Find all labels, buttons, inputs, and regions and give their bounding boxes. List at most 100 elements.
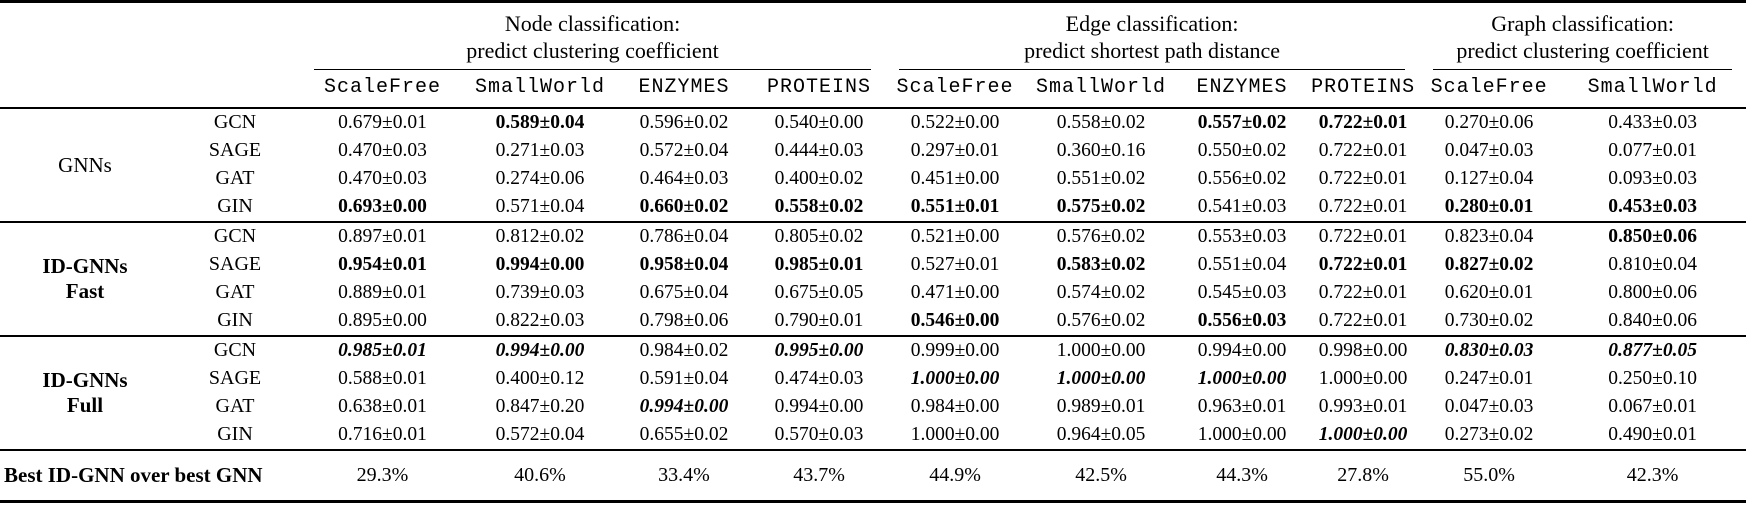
row-group-label: GNNs <box>0 108 170 222</box>
value-cell: 0.722±0.01 <box>1318 167 1408 189</box>
value-cell: 0.558±0.02 <box>1056 111 1146 133</box>
value-cell: 0.985±0.01 <box>300 335 465 365</box>
value-cell: 0.556±0.02 <box>1197 167 1287 189</box>
value-cell: 0.693±0.00 <box>338 195 427 217</box>
value-cell: 0.527±0.01 <box>910 253 1000 275</box>
value-cell: 0.722±0.01 <box>1318 253 1408 275</box>
value-cell: 0.722±0.01 <box>1318 111 1408 133</box>
dataset-header: SmallWorld <box>1559 70 1746 109</box>
dataset-header: ScaleFree <box>1419 70 1560 109</box>
model-label: GAT <box>215 395 255 417</box>
value-cell: 0.551±0.01 <box>910 195 1000 217</box>
value-cell: 0.574±0.02 <box>1056 281 1146 303</box>
value-cell: 0.655±0.02 <box>639 423 729 445</box>
table-row: ID-GNNs Full GCN 0.985±0.01 0.994±0.00 0.984±… <box>0 335 1746 450</box>
value-cell: 1.000±0.00 <box>1318 367 1408 389</box>
value-cell: 0.722±0.01 <box>1318 139 1408 161</box>
value-cell: 0.994±0.00 <box>495 253 585 275</box>
value-cell: 0.576±0.02 <box>1025 221 1178 251</box>
value-cell: 0.551±0.04 <box>1197 253 1287 275</box>
summary-value: 42.3% <box>1559 449 1746 503</box>
value-cell: 0.551±0.02 <box>1056 167 1146 189</box>
value-cell: 1.000±0.00 <box>910 367 1000 389</box>
value-cell: 0.958±0.04 <box>639 253 729 275</box>
value-cell: 0.850±0.06 <box>1559 221 1746 251</box>
value-cell: 0.877±0.05 <box>1559 335 1746 365</box>
value-cell: 0.994±0.00 <box>774 395 864 417</box>
group-label-line: ID-GNNs <box>42 254 128 278</box>
value-cell: 1.000±0.00 <box>1197 367 1287 389</box>
value-cell: 0.812±0.02 <box>465 221 615 251</box>
dataset-header: ScaleFree <box>885 70 1026 109</box>
value-cell: 0.474±0.03 <box>774 367 864 389</box>
value-cell: 0.810±0.04 <box>1608 253 1697 275</box>
value-cell: 0.400±0.12 <box>495 367 585 389</box>
value-cell: 0.271±0.03 <box>495 139 585 161</box>
value-cell: 0.716±0.01 <box>338 423 427 445</box>
title-line: Edge classification: <box>1065 11 1239 36</box>
table-row: SAGE 0.588±0.01 0.400±0.12 0.591±0.04 0.474±… <box>0 365 1746 393</box>
summary-value: 27.8% <box>1307 449 1420 503</box>
value-cell: 0.522±0.00 <box>910 111 1000 133</box>
value-cell: 0.250±0.10 <box>1608 367 1697 389</box>
value-cell: 0.047±0.03 <box>1444 139 1534 161</box>
dataset-header: ScaleFree <box>300 70 465 109</box>
value-cell: 0.994±0.00 <box>465 335 615 365</box>
value-cell: 0.889±0.01 <box>338 281 427 303</box>
value-cell: 0.576±0.02 <box>1056 309 1146 331</box>
value-cell: 0.570±0.03 <box>774 423 864 445</box>
summary-value: 55.0% <box>1419 449 1560 503</box>
value-cell: 0.722±0.01 <box>1318 309 1408 331</box>
value-cell: 0.546±0.00 <box>910 309 1000 331</box>
model-label: SAGE <box>208 253 262 275</box>
value-cell: 0.470±0.03 <box>338 139 427 161</box>
model-label: SAGE <box>208 367 262 389</box>
summary-value: 44.3% <box>1177 449 1308 503</box>
model-label: GCN <box>170 221 300 251</box>
summary-value: 29.3% <box>300 449 465 503</box>
title-line: predict clustering coefficient <box>1456 38 1709 63</box>
value-cell: 0.433±0.03 <box>1608 111 1697 133</box>
value-cell: 0.521±0.00 <box>885 221 1026 251</box>
value-cell: 0.963±0.01 <box>1197 395 1287 417</box>
value-cell: 0.556±0.03 <box>1197 309 1287 331</box>
title-line: Node classification: <box>504 11 681 36</box>
value-cell: 0.453±0.03 <box>1608 195 1697 217</box>
row-group-label: ID-GNNs Full <box>0 335 170 450</box>
model-label: GIN <box>217 195 253 217</box>
value-cell: 0.280±0.01 <box>1444 195 1534 217</box>
column-group-title: Edge classification: predict shortest pat… <box>899 3 1406 70</box>
value-cell: 0.994±0.00 <box>1177 335 1308 365</box>
column-group-header: Graph classification: predict clustering … <box>1419 2 1746 70</box>
column-group-row: Node classification: predict clustering c… <box>0 2 1746 71</box>
value-cell: 0.575±0.02 <box>1056 195 1146 217</box>
dataset-header: ENZYMES <box>615 70 753 109</box>
value-cell: 0.999±0.00 <box>885 335 1026 365</box>
summary-value: 43.7% <box>753 449 886 503</box>
value-cell: 0.247±0.01 <box>1444 367 1534 389</box>
model-label: GIN <box>217 309 253 331</box>
value-cell: 0.471±0.00 <box>910 281 1000 303</box>
table-row: GIN 0.693±0.00 0.571±0.04 0.660±0.02 0.558±0… <box>0 193 1746 222</box>
value-cell: 1.000±0.00 <box>1318 423 1408 445</box>
value-cell: 0.572±0.04 <box>495 423 585 445</box>
table-row: SAGE 0.470±0.03 0.271±0.03 0.572±0.04 0.444±… <box>0 137 1746 165</box>
value-cell: 0.679±0.01 <box>338 111 427 133</box>
table-row: ID-GNNs Fast GCN 0.897±0.01 0.812±0.02 0.786±… <box>0 221 1746 336</box>
value-cell: 0.995±0.00 <box>753 335 886 365</box>
value-cell: 0.591±0.04 <box>639 367 729 389</box>
value-cell: 0.451±0.00 <box>910 167 1000 189</box>
table-row: GIN 0.895±0.00 0.822±0.03 0.798±0.06 0.790±0… <box>0 307 1746 336</box>
value-cell: 0.798±0.06 <box>639 309 729 331</box>
value-cell: 0.827±0.02 <box>1444 253 1534 275</box>
value-cell: 0.998±0.00 <box>1307 335 1420 365</box>
group-label-line: Fast <box>65 279 105 303</box>
dataset-header: PROTEINS <box>1307 70 1420 109</box>
column-group-header: Node classification: predict clustering c… <box>300 2 885 70</box>
summary-label: Best ID-GNN over best GNN <box>0 449 300 503</box>
value-cell: 1.000±0.00 <box>1025 335 1178 365</box>
header-spacer <box>0 2 300 71</box>
value-cell: 0.067±0.01 <box>1608 395 1697 417</box>
model-label: GAT <box>215 281 255 303</box>
